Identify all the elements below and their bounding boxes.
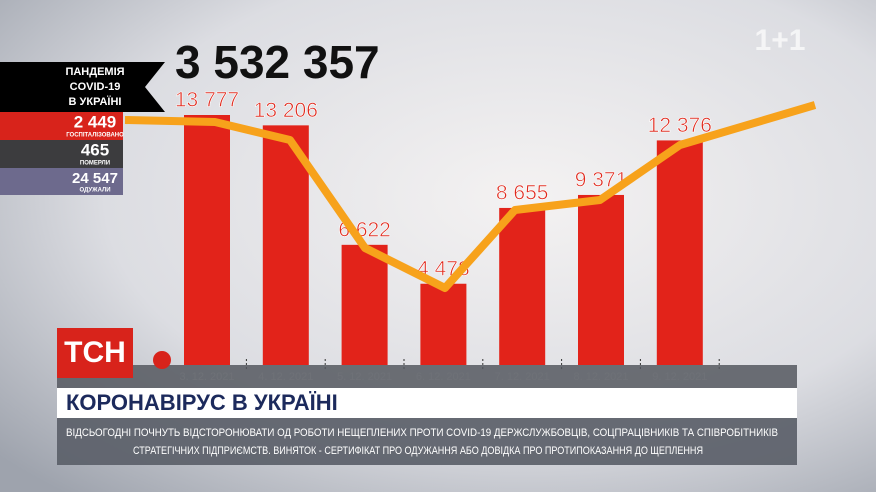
stats-title: ПАНДЕМІЯ (65, 66, 124, 78)
bar (656, 140, 703, 365)
date-strip (57, 365, 797, 388)
recovered-box (0, 168, 123, 195)
value-label: 13 777 (175, 89, 239, 112)
bar (262, 125, 309, 365)
ticker-line: ВІДСЬОГОДНІ ПОЧНУТЬ ВІДСТОРОНЮВАТИ ОД РО… (66, 427, 778, 439)
bar-chart: 13 7773. 12. 202113 2064. 12. 20216 6225… (175, 88, 720, 383)
bar (184, 115, 230, 365)
bar (341, 244, 388, 365)
recovered-label: ОДУЖАЛИ (79, 188, 110, 194)
died-label: ПОМЕРЛИ (80, 161, 110, 167)
headline: КОРОНАВІРУС В УКРАЇНІ (66, 390, 338, 415)
logo-box (57, 328, 133, 378)
total-cases: 3 532 357 (175, 36, 380, 88)
died-box (0, 140, 123, 168)
value-label: 8 655 (496, 181, 549, 204)
recovered-value: 24 547 (72, 170, 118, 187)
ticker-box (57, 418, 797, 465)
stats-title-box (0, 62, 165, 112)
logo: ТСН (64, 336, 126, 369)
hospitalized-value: 2 449 (74, 112, 117, 131)
bar (420, 283, 467, 365)
bar (578, 194, 624, 365)
channel-watermark: 1+1 (755, 24, 806, 57)
hospitalized-label: ГОСПІТАЛІЗОВАНО (66, 133, 124, 139)
headline-box (57, 388, 797, 418)
stats-title: В УКРАЇНІ (69, 95, 122, 108)
hospitalized-box (0, 112, 123, 140)
trend-line (124, 101, 817, 292)
virus-icon (153, 351, 171, 369)
value-label: 12 376 (648, 114, 712, 137)
bar (499, 207, 546, 365)
stats-title: COVID-19 (70, 81, 121, 93)
died-value: 465 (81, 140, 109, 159)
ticker-line: СТРАТЕГІЧНИХ ПІДПРИЄМСТВ. ВИНЯТОК - СЕРТ… (133, 445, 703, 457)
value-label: 13 206 (254, 99, 318, 122)
